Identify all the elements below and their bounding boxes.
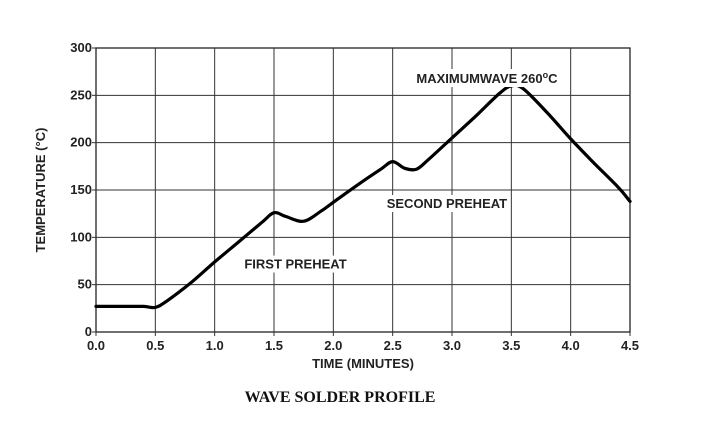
y-tick-label: 250 <box>70 87 92 102</box>
y-tick-label: 200 <box>70 135 92 150</box>
x-tick-label: 3.5 <box>502 338 520 353</box>
x-tick-label: 0.0 <box>87 338 105 353</box>
annotation-label: FIRST PREHEAT <box>244 257 346 272</box>
annotations: MAXIMUMWAVE 260oC SECOND PREHEAT FIRST PRE… <box>241 69 562 273</box>
x-axis-label: TIME (MINUTES) <box>312 356 414 371</box>
tick-labels: 0.0 0.5 1.0 1.5 2.0 2.5 3.0 3.5 4.0 4.5 0 50 100 150 2… <box>70 40 639 353</box>
x-tick-label: 2.5 <box>384 338 402 353</box>
annotation-background <box>241 255 350 273</box>
x-tick-label: 2.0 <box>324 338 342 353</box>
chart-caption: WAVE SOLDER PROFILE <box>245 389 436 406</box>
annotation-background <box>383 194 511 212</box>
x-tick-label: 1.5 <box>265 338 283 353</box>
y-axis-label: TEMPERATURE (°C) <box>33 128 48 253</box>
annotation-background <box>413 69 562 88</box>
y-tick-label: 50 <box>78 277 92 292</box>
x-tick-label: 4.0 <box>562 338 580 353</box>
x-tick-label: 1.0 <box>206 338 224 353</box>
x-tick-label: 4.5 <box>621 338 639 353</box>
grid <box>92 47 631 336</box>
annotation-label: MAXIMUMWAVE 260oC <box>416 70 558 86</box>
y-tick-label: 150 <box>70 182 92 197</box>
y-tick-label: 100 <box>70 229 92 244</box>
x-tick-label: 3.0 <box>443 338 461 353</box>
series-line-temperature <box>94 83 632 310</box>
x-tick-label: 0.5 <box>146 338 164 353</box>
y-tick-label: 0 <box>85 324 92 339</box>
y-tick-label: 300 <box>70 40 92 55</box>
annotation-label: SECOND PREHEAT <box>387 196 507 211</box>
